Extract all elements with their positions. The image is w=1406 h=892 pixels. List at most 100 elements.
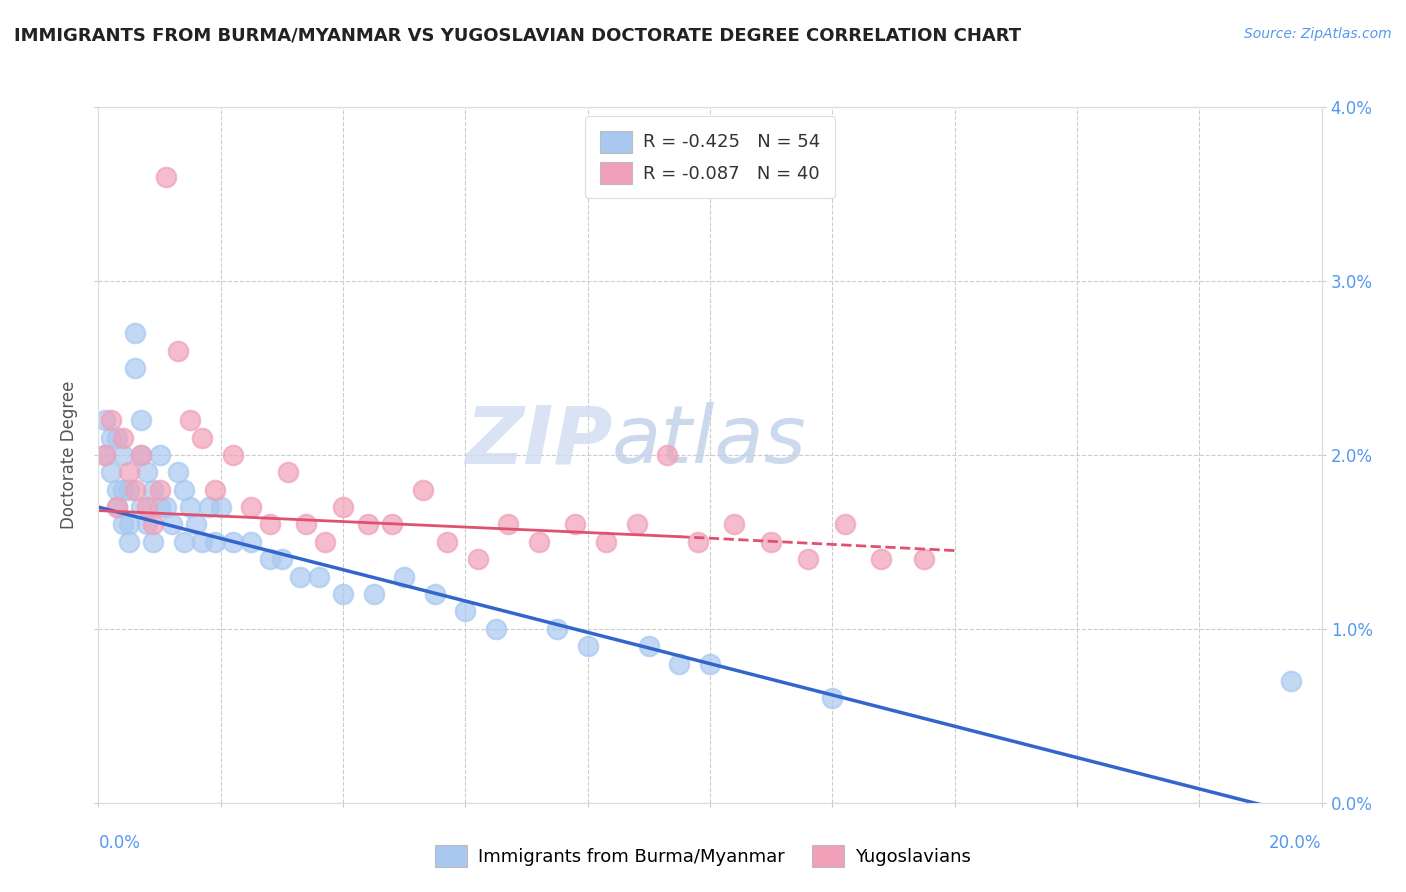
Point [111,483,134,497]
Point [149,500,172,514]
Point [149,483,172,497]
Point [759,535,782,549]
Legend: R = -0.425   N = 54, R = -0.087   N = 40: R = -0.425 N = 54, R = -0.087 N = 40 [585,116,835,198]
Point [797,552,820,566]
Point [124,326,146,341]
Point [595,535,617,549]
Text: 0.0%: 0.0% [98,834,141,852]
Point [155,500,177,514]
Point [209,500,232,514]
Point [626,517,648,532]
Point [129,448,152,462]
Point [912,552,935,566]
Point [686,535,709,549]
Point [142,483,165,497]
Point [191,535,214,549]
Point [93,448,115,462]
Point [576,639,599,653]
Point [546,622,568,636]
Point [129,500,152,514]
Point [100,431,122,445]
Point [821,691,844,706]
Point [118,535,141,549]
Point [105,483,128,497]
Point [111,431,134,445]
Point [93,448,115,462]
Text: IMMIGRANTS FROM BURMA/MYANMAR VS YUGOSLAVIAN DOCTORATE DEGREE CORRELATION CHART: IMMIGRANTS FROM BURMA/MYANMAR VS YUGOSLA… [14,27,1021,45]
Point [111,517,134,532]
Point [167,466,190,480]
Point [167,343,190,358]
Legend: Immigrants from Burma/Myanmar, Yugoslavians: Immigrants from Burma/Myanmar, Yugoslavi… [427,838,979,874]
Text: ZIP: ZIP [465,402,612,480]
Point [332,500,354,514]
Point [259,552,281,566]
Point [295,517,318,532]
Point [834,517,856,532]
Point [668,657,690,671]
Point [290,570,312,584]
Point [436,535,458,549]
Point [136,500,159,514]
Point [314,535,336,549]
Point [363,587,385,601]
Point [222,448,245,462]
Point [1279,674,1302,689]
Point [240,500,263,514]
Point [118,466,141,480]
Point [657,448,679,462]
Point [93,413,115,427]
Point [412,483,434,497]
Point [105,500,128,514]
Point [197,500,219,514]
Point [142,517,165,532]
Point [485,622,508,636]
Point [392,570,416,584]
Point [173,483,195,497]
Point [118,517,141,532]
Point [118,483,141,497]
Point [142,535,165,549]
Point [723,517,745,532]
Point [423,587,446,601]
Point [332,587,354,601]
Point [381,517,404,532]
Point [870,552,893,566]
Point [111,448,134,462]
Point [564,517,586,532]
Point [467,552,489,566]
Point [270,552,292,566]
Point [129,413,152,427]
Point [124,483,146,497]
Point [149,448,172,462]
Point [222,535,245,549]
Point [124,360,146,375]
Text: atlas: atlas [612,402,807,480]
Point [136,466,159,480]
Point [308,570,330,584]
Point [191,431,214,445]
Point [160,517,183,532]
Point [699,657,721,671]
Text: 20.0%: 20.0% [1270,834,1322,852]
Point [637,639,661,653]
Point [179,413,201,427]
Point [105,431,128,445]
Y-axis label: Doctorate Degree: Doctorate Degree [60,381,79,529]
Point [204,535,226,549]
Point [173,535,195,549]
Point [356,517,378,532]
Text: Source: ZipAtlas.com: Source: ZipAtlas.com [1244,27,1392,41]
Point [129,448,152,462]
Point [277,466,299,480]
Point [496,517,519,532]
Point [240,535,263,549]
Point [527,535,550,549]
Point [259,517,281,532]
Point [105,500,128,514]
Point [204,483,226,497]
Point [100,466,122,480]
Point [155,169,177,184]
Point [136,517,159,532]
Point [186,517,208,532]
